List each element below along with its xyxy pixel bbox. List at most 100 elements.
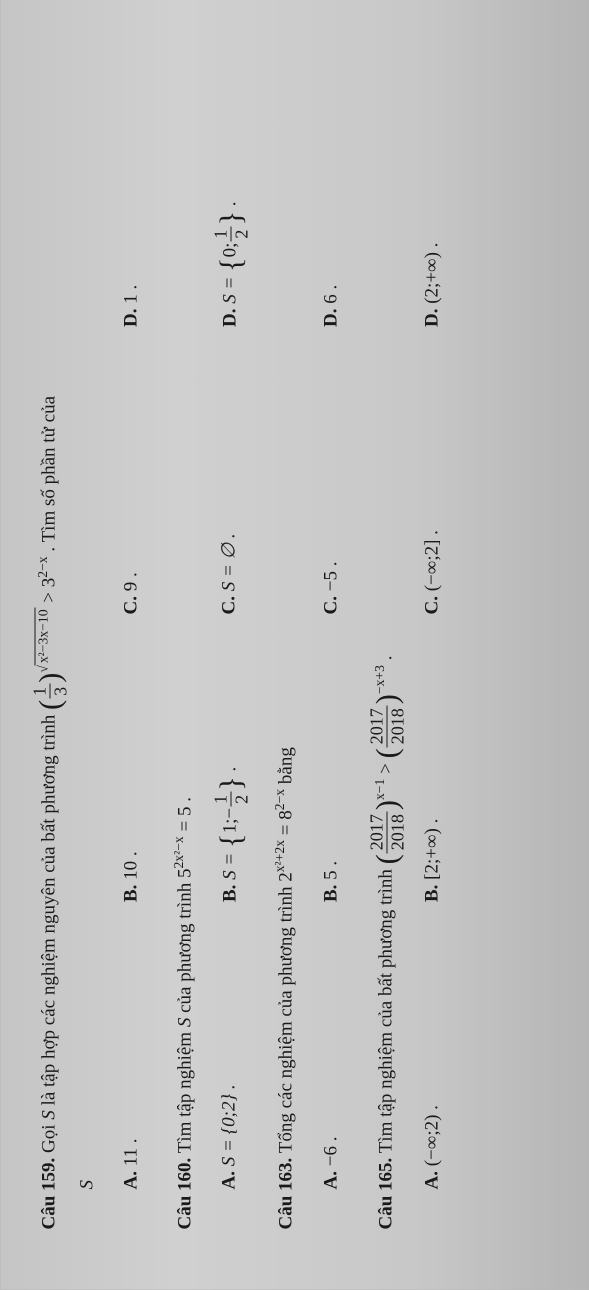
q163-opt-A: A. −6 . [313, 902, 349, 1190]
fd: 2018 [387, 705, 406, 747]
fn: 1 [212, 792, 232, 807]
q160-opt-A: A. S = {0;2} . [212, 902, 251, 1190]
q165-exp2: −x+3 [372, 665, 387, 694]
q163-exp1: x²+2x [273, 840, 288, 872]
fn: 2017 [367, 705, 387, 747]
q159-num: 1 [31, 684, 51, 699]
q165-exp1: x−1 [372, 779, 387, 800]
q165-frac2: 20172018 [367, 705, 406, 747]
opt-label: A. [121, 1171, 142, 1189]
opt-n1: 0 [220, 248, 241, 258]
q160-exp: 2x²−x [171, 836, 186, 868]
opt-label: C. [219, 596, 240, 614]
opt-label: D. [121, 309, 142, 327]
question-163: Câu 163. Tổng các nghiệm của phương trìn… [269, 40, 349, 1230]
rparen-icon: ) [33, 673, 67, 683]
q159-S: S [38, 1110, 59, 1120]
opt-val: 10 . [121, 851, 142, 880]
opt-pre: S = [220, 272, 241, 304]
q159-label: Câu 159. [38, 1158, 59, 1230]
q159-opt-A: A. 11 . [114, 902, 150, 1190]
opt-label: C. [320, 596, 341, 614]
opt-val: 6 . [320, 285, 341, 304]
rbrace-icon: } [214, 211, 248, 226]
lparen-icon: ( [370, 854, 404, 864]
question-160: Câu 160. Tìm tập nghiệm S của phương trì… [168, 40, 251, 1230]
opt-label: C. [121, 596, 142, 614]
q159-radicand: x²−3x−10 [35, 607, 51, 665]
opt-val: −5 . [320, 562, 341, 592]
q163-pre: Tổng các nghiệm của phương trình 2 [276, 872, 297, 1153]
opt-frac: 12 [212, 792, 251, 807]
question-165: Câu 165. Tìm tập nghiệm của bất phương t… [367, 40, 450, 1230]
q159-den: 3 [51, 684, 70, 699]
opt-val: S = ∅ . [219, 533, 240, 591]
opt-frac: 12 [212, 227, 251, 242]
opt-label: A. [320, 1171, 341, 1189]
q165-tail: . [375, 656, 396, 661]
opt-pre: S = [220, 848, 241, 880]
opt-label: A. [421, 1171, 442, 1189]
q163-label: Câu 163. [276, 1158, 297, 1230]
opt-val: (2;+∞) . [421, 243, 442, 304]
q159-gt: > 3 [38, 578, 59, 603]
q163-options: A. −6 . B. 5 . C. −5 . D. 6 . [313, 40, 349, 1230]
opt-label: D. [220, 309, 241, 327]
opt-val: 5 . [320, 861, 341, 880]
opt-val: S = {0;2} . [219, 1084, 240, 1166]
q163-opt-C: C. −5 . [313, 327, 349, 615]
q159-text-mid: là tập hợp các nghiệm nguyên của bất phư… [38, 710, 59, 1110]
q165-frac1: 20172018 [367, 811, 406, 853]
opt-sep: ; [220, 243, 241, 248]
q159-text-pre: Gọi [38, 1120, 59, 1153]
q165-opt-D: D. (2;+∞) . [414, 40, 450, 328]
opt-val: 11 . [121, 1138, 142, 1166]
opt-sep: ;− [220, 808, 241, 824]
fn: 2017 [367, 811, 387, 853]
opt-val: [2;+∞) . [421, 819, 442, 880]
q163-tail: bằng [276, 747, 297, 789]
q165-opt-C: C. (−∞;2] . [414, 327, 450, 615]
fd: 2018 [387, 811, 406, 853]
q160-opt-D: D. S = {0;12} . [212, 40, 251, 328]
q159-options: A. 11 . B. 10 . C. 9 . D. 1 . [114, 40, 150, 1230]
fd: 2 [232, 792, 251, 807]
opt-val: (−∞;2) . [421, 1105, 442, 1166]
rbrace-icon: } [214, 776, 248, 791]
lparen-icon: ( [33, 700, 67, 710]
opt-label: B. [320, 885, 341, 902]
opt-post: . [220, 767, 241, 777]
opt-val: −6 . [320, 1137, 341, 1167]
q160-text-mid: của phương trình 5 [175, 869, 196, 1018]
opt-label: C. [421, 596, 442, 614]
opt-val: (−∞;2] . [421, 530, 442, 591]
rparen-icon: ) [370, 694, 404, 704]
q160-S: S [175, 1018, 196, 1028]
q159-rhs-exp: 2−x [35, 556, 50, 577]
q159-opt-B: B. 10 . [114, 615, 150, 903]
q160-opt-C: C. S = ∅ . [212, 327, 251, 615]
q163-exp2: 2−x [273, 789, 288, 810]
opt-label: B. [421, 885, 442, 902]
lbrace-icon: { [214, 833, 248, 848]
opt-val: 9 . [121, 572, 142, 591]
lparen-icon: ( [370, 748, 404, 758]
q165-label: Câu 165. [375, 1158, 396, 1230]
q165-opt-A: A. (−∞;2) . [414, 902, 450, 1190]
opt-label: B. [220, 885, 241, 902]
fn: 1 [212, 227, 232, 242]
q159-exp: √x²−3x−10 [35, 607, 50, 672]
q163-mid: = 8 [276, 810, 297, 840]
q163-opt-D: D. 6 . [313, 40, 349, 328]
opt-label: D. [421, 309, 442, 327]
lbrace-icon: { [214, 257, 248, 272]
opt-post: . [220, 201, 241, 211]
q160-opt-B: B. S = {1;−12} . [212, 615, 251, 903]
rparen-icon: ) [370, 800, 404, 810]
q165-gt: > [375, 758, 396, 773]
fd: 2 [232, 227, 251, 242]
opt-label: A. [219, 1171, 240, 1189]
q159-opt-D: D. 1 . [114, 40, 150, 328]
q159-frac: 13 [31, 684, 70, 699]
opt-n1: 1 [220, 824, 241, 834]
